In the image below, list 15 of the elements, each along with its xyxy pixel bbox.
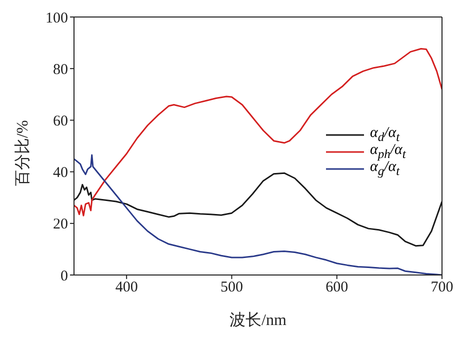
x-axis-title: 波长/nm (230, 311, 287, 329)
y-axis-title: 百分比/% (14, 120, 32, 186)
y-tick-label: 0 (60, 268, 68, 284)
x-tick-label: 400 (115, 280, 138, 296)
y-tick-label: 40 (53, 165, 68, 182)
x-tick-label: 500 (220, 280, 243, 296)
y-tick-label: 20 (53, 216, 68, 233)
x-tick-label: 700 (430, 280, 454, 296)
y-tick-label: 80 (53, 62, 68, 78)
y-tick-label: 60 (53, 114, 68, 130)
x-tick-label: 600 (326, 280, 348, 296)
line-series (74, 48, 442, 216)
legend-label: α$_{ph}$/α$_{t}$ (370, 142, 406, 160)
legend-label: α$_{d}$/α$_{t}$ (370, 124, 400, 144)
y-tick-label: 100 (46, 10, 68, 26)
